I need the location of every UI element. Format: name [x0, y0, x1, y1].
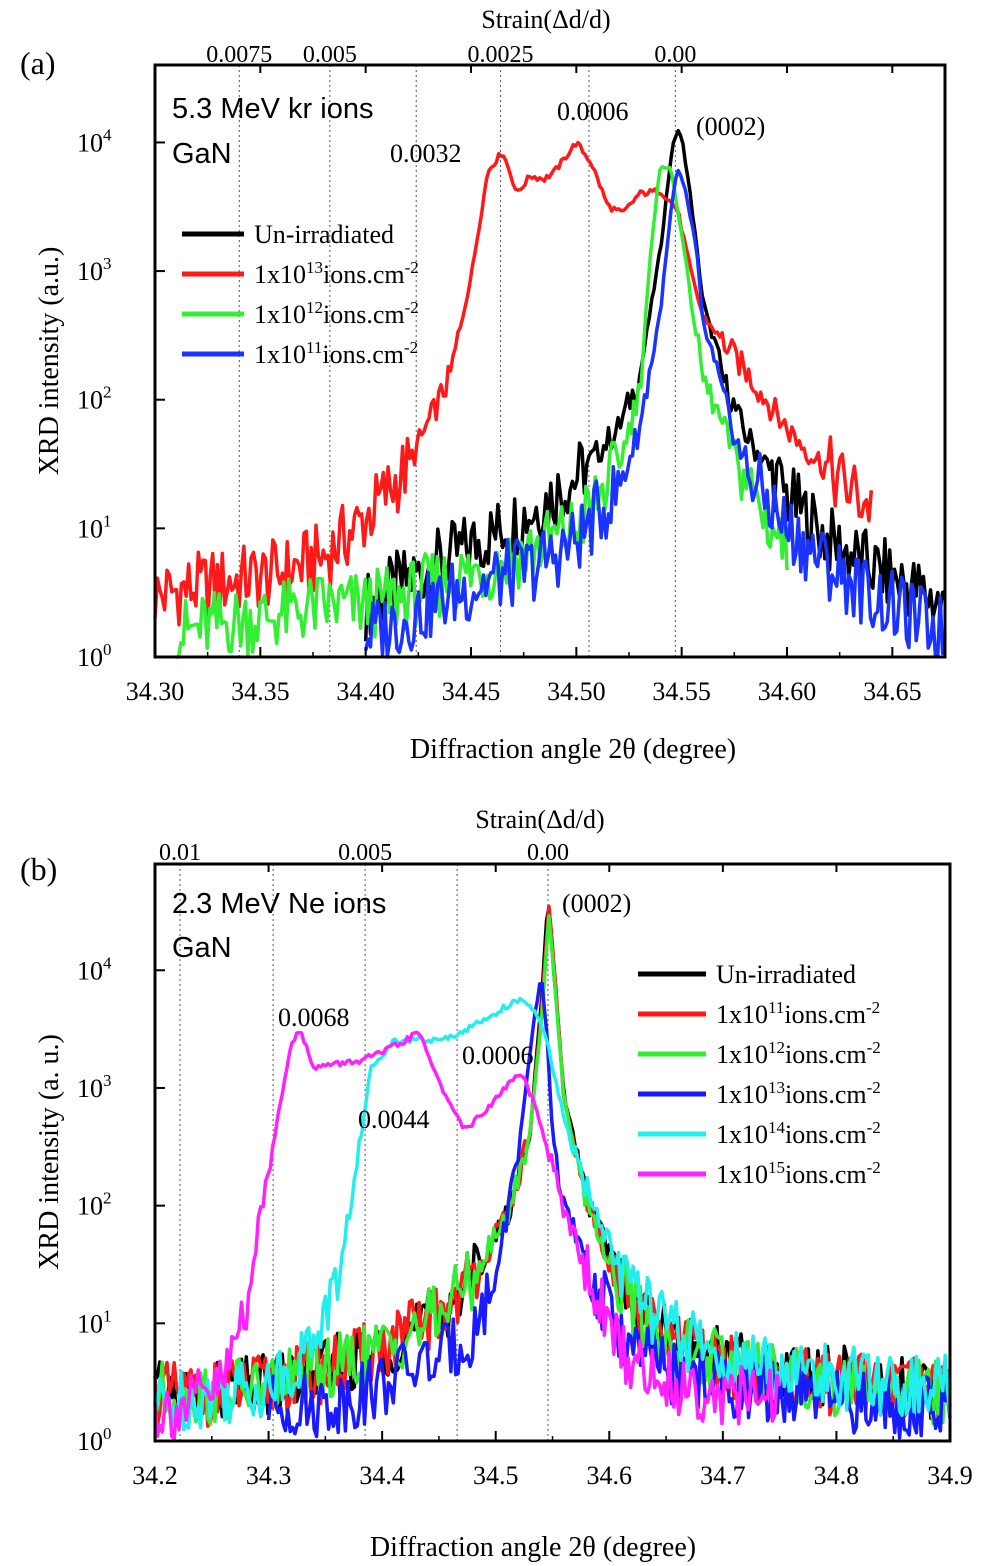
x-tick-label: 34.5 — [473, 1461, 519, 1490]
x-tick-label: 34.65 — [863, 677, 922, 706]
x-tick-label: 34.2 — [132, 1461, 178, 1490]
x-axis-label-a: Diffraction angle 2θ (degree) — [410, 734, 736, 765]
series-group-a — [153, 128, 947, 659]
x-tick-label: 34.9 — [927, 1461, 973, 1490]
y-tick-label: 100 — [77, 1424, 112, 1456]
legend-label: 1x1014ions.cm-2 — [716, 1118, 881, 1149]
legend-label: 1x1011ions.cm-2 — [716, 998, 880, 1029]
x-axis-label-b: Diffraction angle 2θ (degree) — [370, 1532, 696, 1563]
panel-b: (b) Strain(Δd/d) 34.2 34.3 34.4 34.5 34.6 34.… — [20, 805, 973, 1563]
series-line — [266, 981, 952, 1440]
x-tick-label: 34.6 — [587, 1461, 633, 1490]
annotation-strain-0006-a: 0.0006 — [557, 97, 629, 126]
axes-b: 34.2 34.3 34.4 34.5 34.6 34.7 34.8 34.9 100 101 10… — [77, 840, 973, 1490]
top-tick-label: 0.00 — [527, 840, 569, 866]
y-tick-label: 103 — [77, 254, 112, 286]
y-tick-label: 102 — [77, 383, 112, 415]
top-axis-title-b: Strain(Δd/d) — [475, 805, 604, 834]
axes-a: 34.30 34.35 34.40 34.45 34.50 34.55 34.60 34.65… — [77, 42, 922, 706]
annotation-strain-0006-b: 0.0006 — [462, 1041, 534, 1070]
series-line — [153, 1030, 782, 1441]
legend-b: Un-irradiated 1x1011ions.cm-2 1x1012ions.c… — [638, 960, 881, 1189]
x-tick-label: 34.4 — [359, 1461, 405, 1490]
x-tick-label: 34.55 — [652, 677, 711, 706]
legend-a: Un-irradiated 1x1013ions.cm-2 1x1012ions.c… — [182, 220, 419, 369]
legend-label: 1x1011ions.cm-2 — [254, 338, 418, 369]
y-axis-label-a: XRD intensity (a.u.) — [34, 247, 65, 476]
x-tick-label: 34.7 — [700, 1461, 746, 1490]
series-line — [154, 996, 952, 1432]
series-group-b — [153, 904, 952, 1441]
top-tick-label: 0.0025 — [467, 42, 533, 68]
x-tick-label: 34.35 — [231, 677, 290, 706]
legend-label: 1x1013ions.cm-2 — [716, 1078, 881, 1109]
y-tick-label: 104 — [77, 125, 112, 157]
x-tick-label: 34.60 — [758, 677, 817, 706]
legend-label: 1x1012ions.cm-2 — [716, 1038, 881, 1069]
top-axis-title-a: Strain(Δd/d) — [481, 5, 610, 34]
y-tick-label: 102 — [77, 1189, 112, 1221]
top-tick-label: 0.0075 — [206, 42, 272, 68]
panel-label-b: (b) — [20, 851, 57, 887]
annotation-strain-0044-b: 0.0044 — [358, 1105, 430, 1134]
panel-label-a: (a) — [20, 45, 56, 81]
x-tick-label: 34.50 — [547, 677, 606, 706]
y-tick-label: 100 — [77, 640, 112, 672]
y-tick-label: 104 — [77, 953, 112, 985]
annotation-peak-a: (0002) — [696, 112, 765, 141]
top-tick-label: 0.005 — [338, 840, 392, 866]
top-tick-label: 0.01 — [159, 840, 201, 866]
x-tick-label: 34.45 — [442, 677, 501, 706]
legend-label: 1x1013ions.cm-2 — [254, 258, 419, 289]
legend-label: Un-irradiated — [716, 960, 856, 989]
annotation-strain-0068-b: 0.0068 — [278, 1003, 350, 1032]
x-tick-label: 34.3 — [246, 1461, 292, 1490]
annotation-title-a: 5.3 MeV kr ions — [172, 93, 373, 125]
panel-a: (a) Strain(Δd/d) 34.30 34.35 34.40 34.45 34.… — [20, 5, 947, 765]
annotation-strain-0032-a: 0.0032 — [390, 139, 462, 168]
x-tick-label: 34.8 — [814, 1461, 860, 1490]
series-line — [363, 168, 947, 659]
strain-gridlines-a — [238, 65, 676, 657]
annotation-title-b: 2.3 MeV Ne ions — [172, 888, 386, 920]
plot-frame-a — [153, 63, 947, 659]
y-tick-label: 101 — [77, 511, 112, 543]
legend-label: 1x1015ions.cm-2 — [716, 1158, 881, 1189]
top-tick-label: 0.00 — [654, 42, 696, 68]
annotation-sample-b: GaN — [172, 932, 232, 964]
annotation-sample-a: GaN — [172, 138, 232, 170]
top-tick-label: 0.005 — [303, 42, 357, 68]
annotation-peak-b: (0002) — [562, 889, 631, 918]
series-line — [153, 140, 874, 627]
x-tick-label: 34.30 — [126, 677, 185, 706]
y-tick-label: 101 — [77, 1306, 112, 1338]
legend-label: 1x1012ions.cm-2 — [254, 298, 419, 329]
y-tick-label: 103 — [77, 1071, 112, 1103]
legend-label: Un-irradiated — [254, 220, 394, 249]
series-line — [363, 128, 946, 642]
x-tick-label: 34.40 — [336, 677, 395, 706]
y-axis-label-b: XRD intensity (a. u.) — [34, 1034, 65, 1270]
